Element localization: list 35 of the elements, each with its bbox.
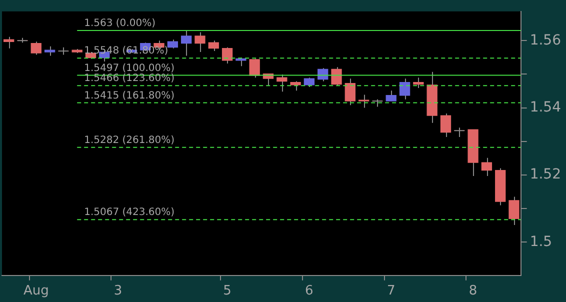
candlestick <box>222 46 233 64</box>
x-tick-label: 6 <box>305 284 314 299</box>
candlestick <box>386 90 396 102</box>
y-tick-label: 1.56 <box>530 32 562 48</box>
ref-line-label: 1.5415 (161.80%) <box>84 90 175 102</box>
y-tick-label: 1.54 <box>530 99 562 116</box>
candlestick <box>440 113 452 138</box>
ref-line-label: 1.5067 (423.60%) <box>84 207 175 218</box>
candlestick <box>194 32 206 53</box>
x-tick-label: 7 <box>386 284 396 299</box>
candlestick <box>276 74 288 92</box>
candlestick <box>249 58 260 78</box>
candlestick <box>399 78 410 100</box>
candlestick <box>358 94 370 108</box>
ref-line-label: 1.5497 (100.00%) <box>84 62 175 74</box>
x-tick-label: 3 <box>114 284 122 299</box>
y-tick-label: 1.52 <box>530 166 561 183</box>
candlestick <box>180 30 192 56</box>
candlestick <box>30 41 42 56</box>
candlestick <box>413 77 424 88</box>
candlestick <box>481 157 492 176</box>
ref-line-label: 1.563 (0.00%) <box>84 18 156 30</box>
x-tick-label: 5 <box>223 284 232 299</box>
candlestick <box>331 66 342 86</box>
candlestick <box>344 78 356 106</box>
y-tick-label: 1.5 <box>530 234 552 250</box>
x-tick-label: 8 <box>468 284 478 299</box>
x-tick-label: Aug <box>23 284 49 299</box>
candlestick <box>44 46 56 56</box>
candlestick <box>304 77 315 88</box>
candlestick <box>208 40 219 52</box>
ref-line-label: 1.5282 (261.80%) <box>84 135 175 146</box>
candlestick <box>3 36 14 49</box>
candlestick <box>290 80 301 92</box>
ref-line-label: 1.5466 (123.60%) <box>84 73 175 84</box>
